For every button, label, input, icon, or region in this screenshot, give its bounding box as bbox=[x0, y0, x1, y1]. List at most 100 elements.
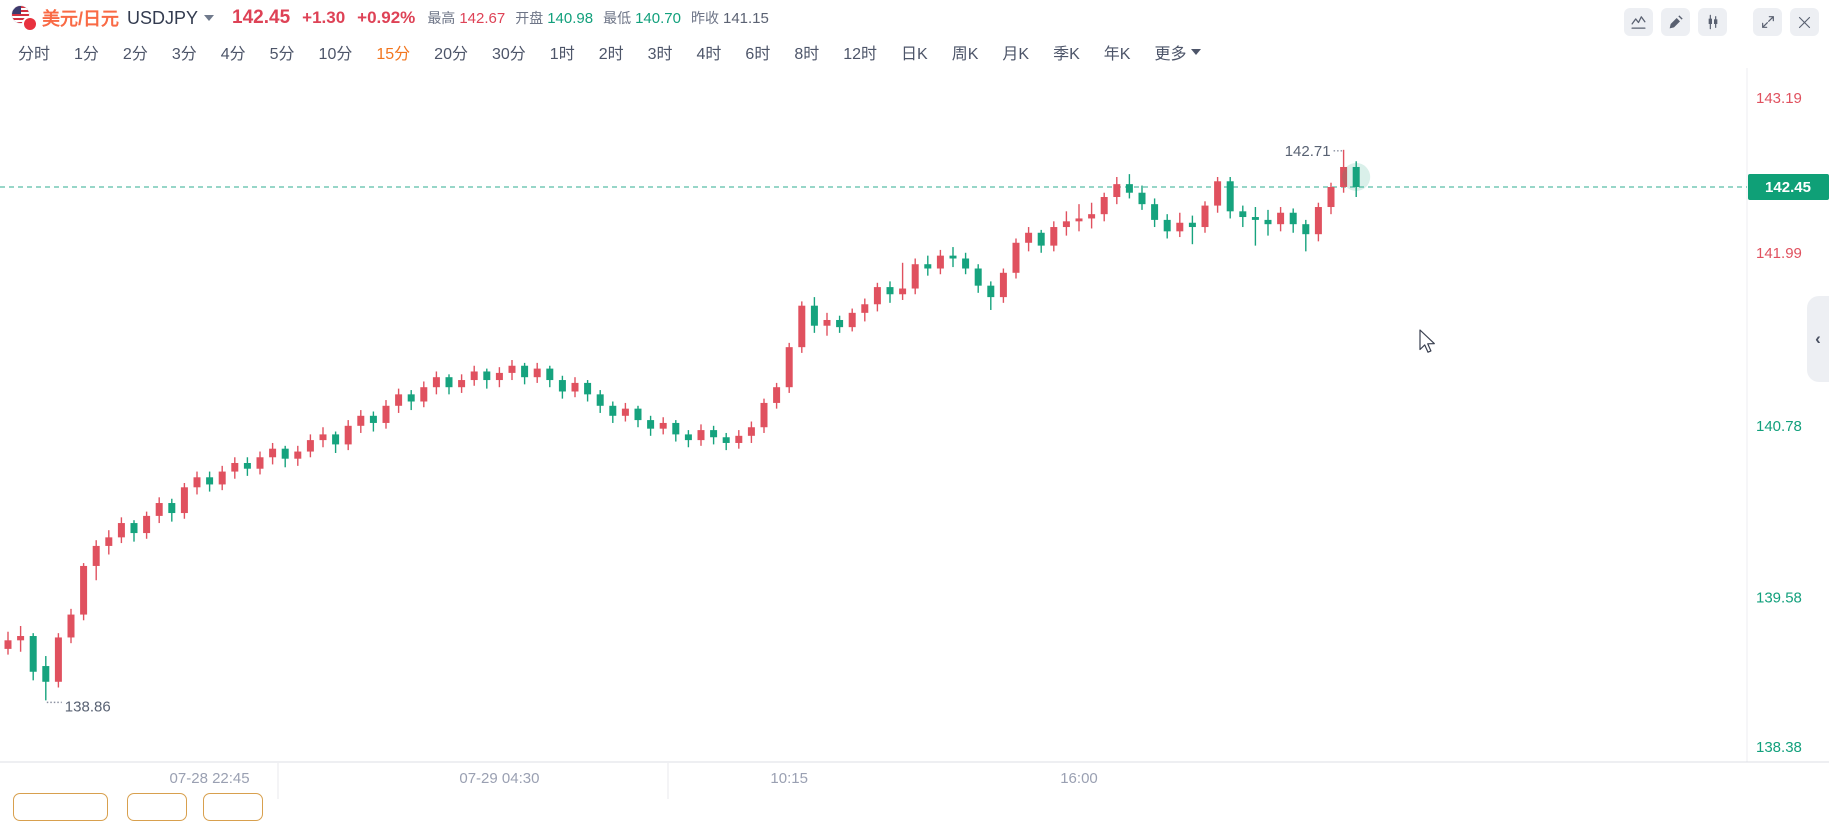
timeframe-tab-15分[interactable]: 15分 bbox=[376, 46, 411, 63]
timeframe-tab-3分[interactable]: 3分 bbox=[171, 46, 197, 63]
candle bbox=[420, 387, 428, 402]
timeframe-tab-20分[interactable]: 20分 bbox=[434, 46, 468, 63]
candle bbox=[1352, 166, 1360, 187]
stat-value: 142.67 bbox=[459, 10, 506, 27]
us-flag-icon bbox=[12, 6, 29, 23]
timeframe-tab-月K[interactable]: 月K bbox=[1002, 46, 1030, 63]
pair-symbol[interactable]: USDJPY bbox=[127, 7, 199, 28]
candle bbox=[924, 264, 932, 269]
candle bbox=[760, 402, 768, 428]
candle bbox=[54, 637, 62, 682]
timeframe-tab-日K[interactable]: 日K bbox=[901, 46, 928, 63]
candlestick-chart[interactable]: 143.19 141.99 140.78 139.58 138.38 142.45 07-2… bbox=[0, 0, 1829, 799]
pair-name[interactable]: 美元/日元 bbox=[42, 9, 120, 29]
candle bbox=[546, 368, 554, 381]
bottom-button-1[interactable] bbox=[13, 793, 108, 821]
candle bbox=[1289, 212, 1297, 225]
price-change-percent: +0.92% bbox=[357, 8, 416, 27]
pencil-icon bbox=[1669, 15, 1683, 29]
side-panel-toggle[interactable]: ‹ bbox=[1807, 296, 1829, 382]
candle bbox=[1163, 219, 1171, 232]
candle bbox=[1201, 205, 1209, 228]
candle bbox=[609, 405, 617, 416]
candle bbox=[1327, 187, 1335, 208]
chevron-down-icon[interactable] bbox=[204, 15, 215, 21]
timeframe-tab-1分[interactable]: 1分 bbox=[74, 46, 99, 63]
timeframe-tab-12时[interactable]: 12时 bbox=[843, 46, 878, 63]
timeframe-tab-周K[interactable]: 周K bbox=[951, 46, 979, 63]
candle bbox=[67, 614, 75, 638]
candle bbox=[1340, 166, 1348, 187]
candle bbox=[1125, 184, 1133, 193]
candle bbox=[344, 425, 352, 445]
time-axis-label: 07-28 22:45 bbox=[170, 770, 250, 787]
timeframe-tab-8时[interactable]: 8时 bbox=[794, 46, 820, 63]
candle bbox=[785, 347, 793, 388]
candle bbox=[873, 287, 881, 305]
stat-1: 开盘 140.98 bbox=[515, 8, 593, 28]
candle bbox=[672, 422, 680, 435]
price-axis-label: 139.58 bbox=[1756, 589, 1802, 606]
candle bbox=[1100, 197, 1108, 215]
candle bbox=[369, 415, 377, 423]
candle bbox=[911, 264, 919, 289]
fullscreen-button[interactable] bbox=[1753, 8, 1782, 36]
timeframe-tab-4分[interactable]: 4分 bbox=[220, 46, 246, 63]
bottom-button-2[interactable] bbox=[127, 793, 187, 821]
expand-icon bbox=[1761, 16, 1774, 28]
candle bbox=[1214, 181, 1222, 206]
candle bbox=[647, 420, 655, 429]
candle bbox=[848, 312, 856, 328]
timeframe-tab-年K[interactable]: 年K bbox=[1103, 46, 1131, 63]
header-bar: 美元/日元 USDJPY 142.45 +1.30 +0.92% 最高 142.6… bbox=[0, 0, 1829, 36]
candle bbox=[80, 565, 88, 615]
low-marker-label: 138.86 bbox=[65, 698, 111, 715]
candle bbox=[1302, 224, 1310, 235]
candle bbox=[974, 268, 982, 286]
candle bbox=[836, 319, 844, 328]
timeframe-tab-10分[interactable]: 10分 bbox=[318, 46, 353, 63]
candle bbox=[1239, 211, 1247, 218]
timeframe-tab-分时[interactable]: 分时 bbox=[18, 46, 51, 63]
timeframe-tab-5分[interactable]: 5分 bbox=[269, 46, 295, 63]
bottom-button-3[interactable] bbox=[203, 793, 263, 821]
more-label: 更多 bbox=[1154, 46, 1187, 63]
candle bbox=[319, 434, 327, 441]
candle bbox=[382, 405, 390, 423]
timeframe-tab-30分[interactable]: 30分 bbox=[491, 46, 526, 63]
candle bbox=[861, 304, 869, 313]
timeframe-tab-1时[interactable]: 1时 bbox=[549, 46, 575, 63]
candle bbox=[1075, 218, 1083, 222]
chart-toolbar bbox=[1616, 8, 1819, 36]
timeframe-tab-6时[interactable]: 6时 bbox=[745, 46, 771, 63]
candle bbox=[458, 380, 466, 388]
close-icon bbox=[1798, 16, 1811, 28]
candle bbox=[1138, 192, 1146, 205]
candle bbox=[735, 435, 743, 443]
candle bbox=[256, 457, 264, 469]
candle bbox=[180, 487, 188, 514]
jp-flag-icon bbox=[24, 18, 36, 30]
candle bbox=[357, 415, 365, 426]
candle bbox=[281, 448, 289, 459]
line-chart-button[interactable] bbox=[1624, 8, 1653, 36]
candle bbox=[747, 427, 755, 436]
close-button[interactable] bbox=[1790, 8, 1819, 36]
draw-button[interactable] bbox=[1661, 8, 1690, 36]
timeframe-tab-3时[interactable]: 3时 bbox=[647, 46, 673, 63]
candle bbox=[584, 382, 592, 395]
timeframe-tab-4时[interactable]: 4时 bbox=[696, 46, 722, 63]
candlestick-style-button[interactable] bbox=[1698, 8, 1727, 36]
candle bbox=[168, 503, 176, 514]
candle bbox=[17, 636, 25, 641]
candle bbox=[1277, 212, 1285, 225]
candle bbox=[92, 545, 100, 566]
timeframe-tab-季K[interactable]: 季K bbox=[1053, 46, 1080, 63]
timeframe-tab-2分[interactable]: 2分 bbox=[122, 46, 148, 63]
price-axis-label: 138.38 bbox=[1756, 739, 1802, 756]
candle bbox=[1113, 184, 1121, 198]
tab-more[interactable]: 更多 bbox=[1154, 40, 1201, 64]
candle bbox=[899, 288, 907, 295]
stat-label: 最低 bbox=[603, 10, 632, 26]
timeframe-tab-2时[interactable]: 2时 bbox=[598, 46, 624, 63]
